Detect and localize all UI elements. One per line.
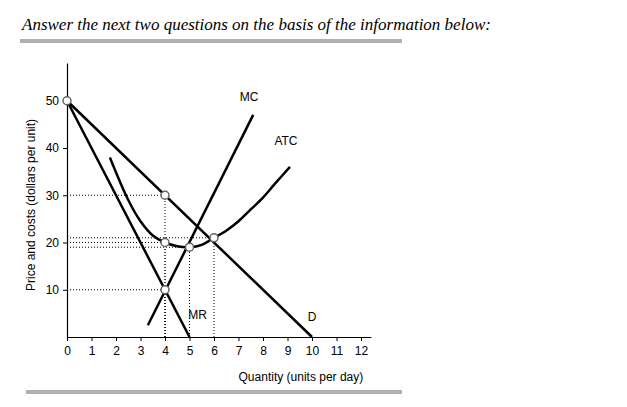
guide-horizontal (67, 247, 190, 248)
plot-area (63, 97, 312, 337)
y-tick-label: 30 (46, 189, 60, 203)
x-tick-mark (116, 337, 117, 341)
x-tick-mark (288, 337, 289, 341)
y-tick: 30 (46, 189, 67, 203)
x-tick-mark (141, 337, 142, 341)
footer-rule (26, 390, 402, 394)
x-axis-line (68, 337, 372, 338)
point (210, 234, 218, 242)
x-tick-mark (165, 337, 166, 341)
x-axis: 0123456789101112 (64, 337, 371, 358)
x-tick-mark (239, 337, 240, 341)
y-tick: 40 (46, 141, 67, 155)
guide-vertical (214, 238, 215, 337)
series-label: D (308, 310, 317, 324)
series-line (110, 157, 290, 247)
x-tick-label: 4 (162, 344, 169, 358)
x-tick-mark (92, 337, 93, 341)
title: Answer the next two questions on the bas… (21, 15, 491, 34)
guide-horizontal (67, 289, 165, 290)
y-tick: 10 (46, 283, 67, 297)
series-line (67, 101, 312, 337)
x-tick-label: 10 (306, 344, 320, 358)
x-tick: 2 (113, 337, 120, 358)
x-tick-label: 0 (64, 344, 71, 358)
point (161, 191, 169, 199)
x-axis-title: Quantity (units per day) (239, 370, 364, 384)
x-tick-mark (67, 337, 68, 341)
x-tick-label: 12 (355, 344, 369, 358)
x-tick-mark (312, 337, 313, 341)
point (161, 239, 169, 247)
x-tick: 7 (236, 337, 243, 358)
point (63, 97, 71, 105)
x-tick: 1 (89, 337, 96, 358)
y-axis-title: Price and costs (dollars per unit) (24, 119, 38, 291)
x-tick-label: 8 (260, 344, 267, 358)
x-tick: 11 (331, 337, 344, 358)
point (161, 286, 169, 294)
y-tick: 20 (46, 236, 67, 250)
x-tick: 0 (64, 337, 71, 358)
header-rule (20, 39, 402, 43)
y-tick-label: 40 (46, 141, 60, 155)
y-tick-mark (63, 195, 67, 196)
series-line (148, 115, 253, 325)
x-tick: 4 (162, 337, 169, 358)
guide-vertical (189, 247, 190, 337)
x-tick-label: 1 (89, 344, 96, 358)
x-tick-label: 5 (187, 344, 194, 358)
x-tick-label: 6 (211, 344, 218, 358)
x-tick-label: 3 (138, 344, 145, 358)
x-tick-mark (337, 337, 338, 341)
y-tick-label: 50 (46, 94, 60, 108)
x-tick-mark (361, 337, 362, 341)
x-tick-mark (190, 337, 191, 341)
x-tick-label: 9 (285, 344, 292, 358)
x-tick: 8 (260, 337, 267, 358)
x-tick: 5 (187, 337, 194, 358)
guide-vertical (165, 290, 166, 337)
x-tick-mark (263, 337, 264, 341)
y-tick-label: 20 (46, 236, 60, 250)
x-tick: 3 (138, 337, 145, 358)
series-line (67, 101, 190, 337)
series-label: MC (240, 90, 259, 104)
x-tick-label: 2 (113, 344, 120, 358)
series-label: ATC (274, 134, 297, 148)
chart: Answer the next two questions on the bas… (0, 0, 627, 407)
y-tick-mark (63, 148, 67, 149)
y-tick-mark (63, 290, 67, 291)
x-tick: 9 (285, 337, 292, 358)
x-tick: 6 (211, 337, 218, 358)
guide-vertical (165, 195, 166, 337)
y-tick-label: 10 (46, 283, 60, 297)
guide-horizontal (67, 242, 165, 243)
x-tick-mark (214, 337, 215, 341)
x-tick: 12 (355, 337, 369, 358)
x-tick-label: 11 (331, 344, 344, 358)
y-tick-mark (63, 243, 67, 244)
x-tick: 10 (306, 337, 320, 358)
x-tick-label: 7 (236, 344, 243, 358)
series-label: MR (188, 308, 207, 322)
point (186, 243, 194, 251)
